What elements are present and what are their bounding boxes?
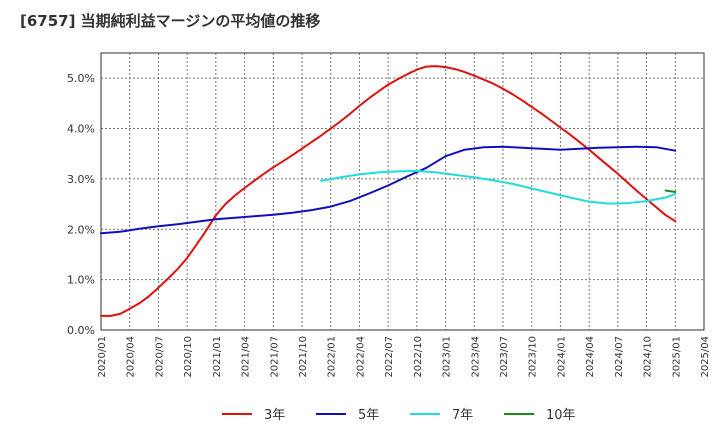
x-tick-label: 2025/04 (700, 336, 711, 378)
x-tick-label: 2020/04 (126, 336, 137, 378)
x-tick-label: 2021/07 (269, 336, 280, 378)
y-tick-label: 1.0% (67, 274, 95, 287)
x-tick-label: 2021/04 (241, 336, 252, 378)
x-tick-label: 2023/10 (528, 336, 539, 378)
x-tick-label: 2022/04 (355, 336, 366, 378)
y-tick-label: 2.0% (67, 223, 95, 236)
y-tick-label: 0.0% (67, 324, 95, 337)
legend-label: 5年 (358, 408, 379, 423)
legend-label: 7年 (452, 408, 473, 423)
plot-area (101, 53, 704, 330)
x-tick-label: 2022/07 (384, 336, 395, 378)
x-tick-label: 2020/01 (97, 336, 108, 378)
x-tick-label: 2021/10 (298, 336, 309, 378)
legend-label: 3年 (264, 408, 285, 423)
series-line (100, 65, 677, 317)
x-tick-label: 2021/01 (212, 336, 223, 378)
series-line (320, 169, 677, 205)
x-tick-label: 2024/10 (643, 336, 654, 378)
x-tick-label: 2022/01 (327, 336, 338, 378)
y-tick-label: 5.0% (67, 72, 95, 85)
x-tick-label: 2020/10 (183, 336, 194, 378)
series-line (100, 145, 677, 235)
x-tick-label: 2024/01 (556, 336, 567, 378)
x-tick-label: 2024/04 (585, 336, 596, 378)
series-line (664, 189, 677, 193)
x-tick-label: 2020/07 (154, 336, 165, 378)
chart-title: [6757] 当期純利益マージンの平均値の推移 (20, 12, 321, 30)
y-tick-label: 3.0% (67, 173, 95, 186)
x-tick-label: 2023/04 (470, 336, 481, 378)
x-tick-label: 2023/07 (499, 336, 510, 378)
x-tick-label: 2022/10 (413, 336, 424, 378)
y-tick-label: 4.0% (67, 123, 95, 136)
legend-label: 10年 (546, 408, 576, 423)
x-tick-label: 2023/01 (442, 336, 453, 378)
plot-frame (100, 52, 705, 331)
x-tick-label: 2025/01 (671, 336, 682, 378)
x-tick-label: 2024/07 (614, 336, 625, 378)
